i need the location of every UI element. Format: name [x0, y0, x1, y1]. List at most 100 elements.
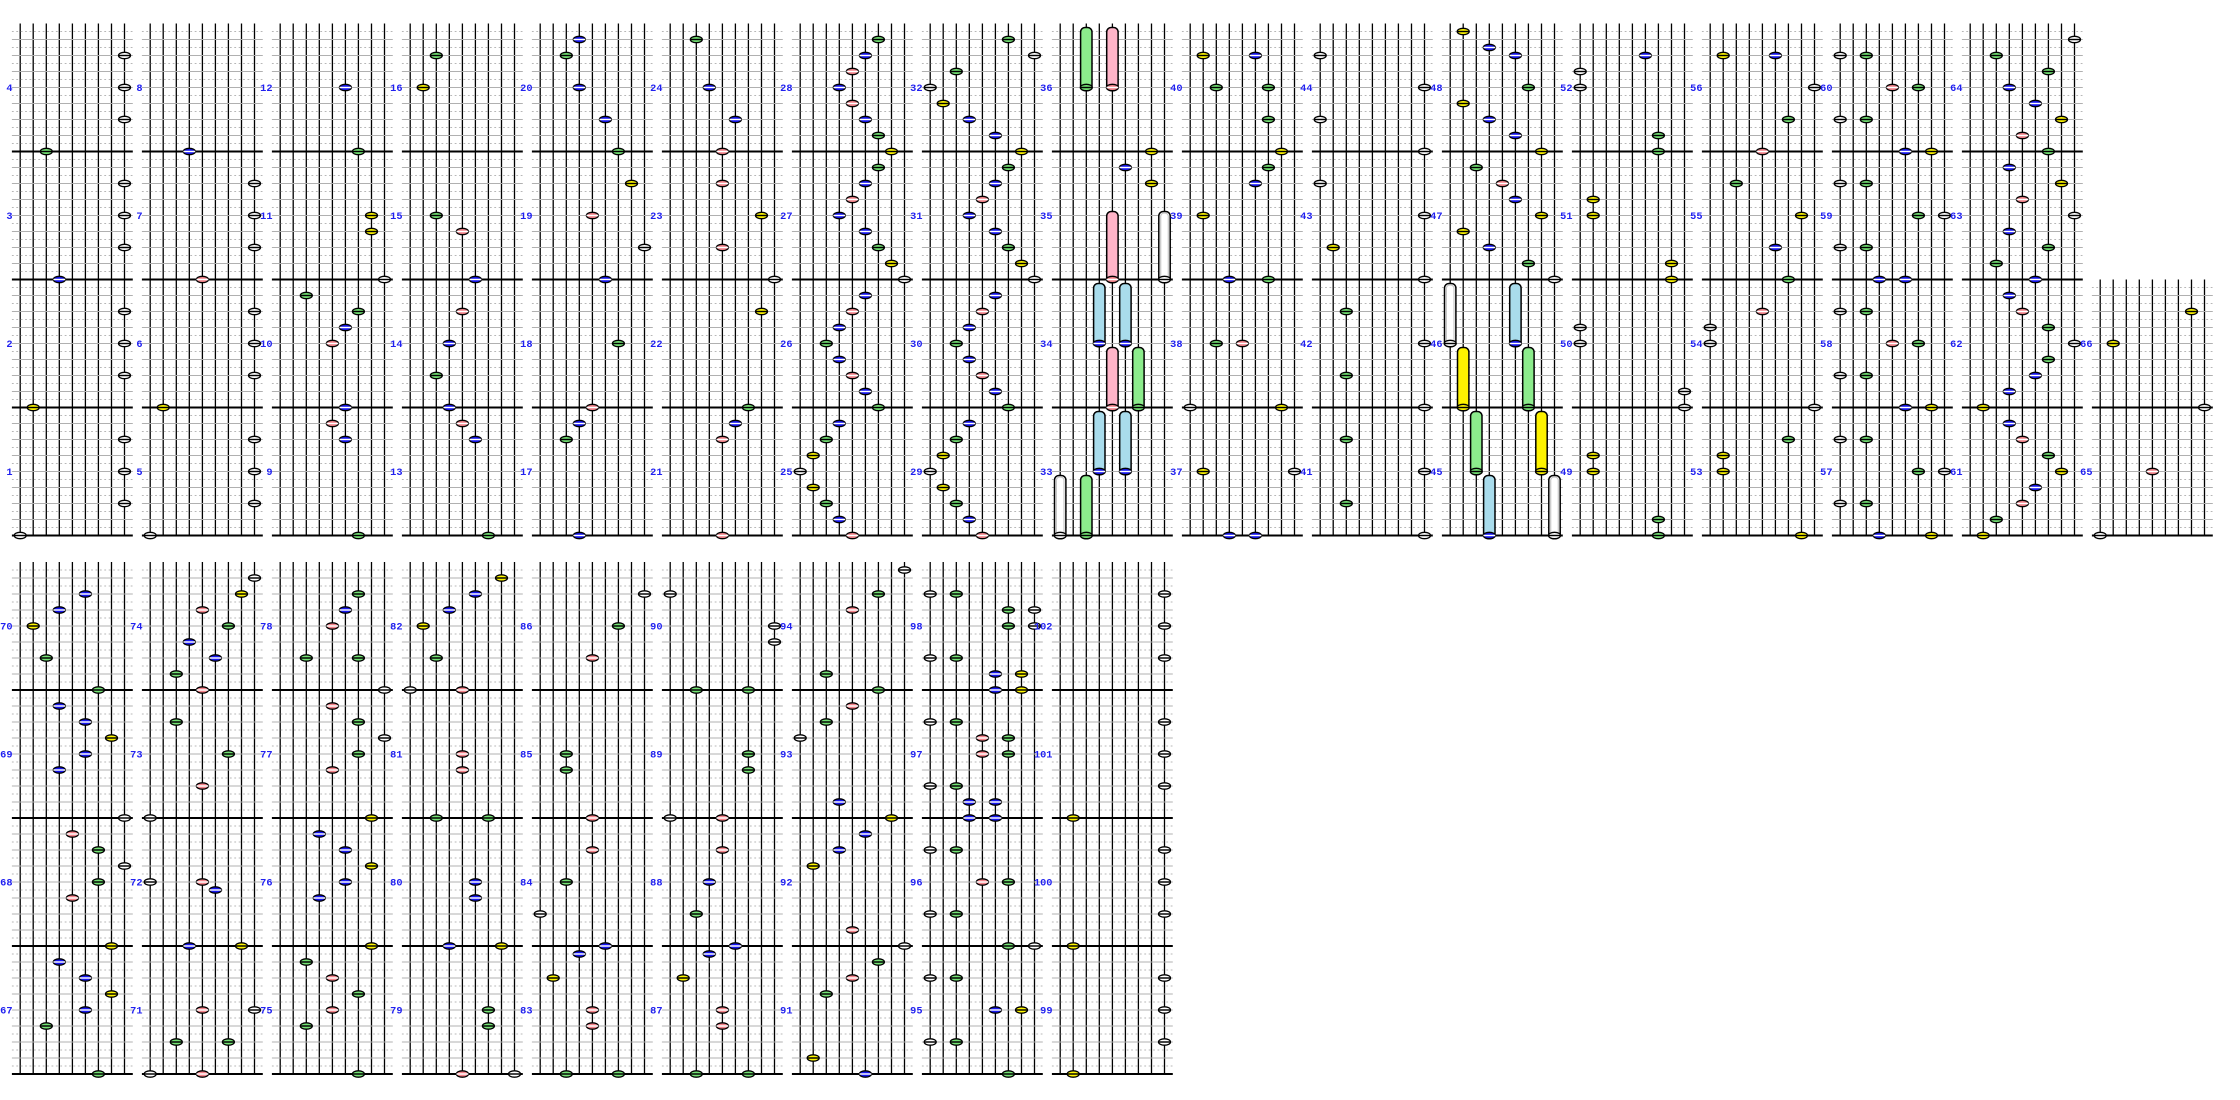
svg-text:25: 25 [780, 467, 792, 479]
svg-text:65: 65 [2080, 467, 2092, 479]
svg-text:81: 81 [390, 750, 402, 762]
svg-text:48: 48 [1430, 83, 1442, 95]
svg-text:96: 96 [910, 878, 922, 890]
svg-text:70: 70 [0, 622, 12, 634]
svg-text:6: 6 [136, 339, 142, 351]
svg-text:57: 57 [1820, 467, 1832, 479]
svg-text:83: 83 [520, 1006, 532, 1018]
svg-text:59: 59 [1820, 211, 1832, 223]
svg-text:50: 50 [1560, 339, 1572, 351]
svg-text:15: 15 [390, 211, 402, 223]
svg-text:82: 82 [390, 622, 402, 634]
svg-text:68: 68 [0, 878, 12, 890]
svg-text:20: 20 [520, 83, 532, 95]
svg-text:40: 40 [1170, 83, 1182, 95]
svg-text:3: 3 [6, 211, 12, 223]
svg-text:95: 95 [910, 1006, 922, 1018]
svg-text:64: 64 [1950, 83, 1962, 95]
svg-text:45: 45 [1430, 467, 1442, 479]
svg-text:33: 33 [1040, 467, 1052, 479]
svg-text:41: 41 [1300, 467, 1312, 479]
svg-text:52: 52 [1560, 83, 1572, 95]
svg-text:23: 23 [650, 211, 662, 223]
svg-text:16: 16 [390, 83, 402, 95]
svg-text:19: 19 [520, 211, 532, 223]
svg-text:62: 62 [1950, 339, 1962, 351]
svg-text:100: 100 [1034, 878, 1053, 890]
svg-text:69: 69 [0, 750, 12, 762]
svg-text:78: 78 [260, 622, 272, 634]
svg-text:97: 97 [910, 750, 922, 762]
svg-text:91: 91 [780, 1006, 792, 1018]
svg-text:56: 56 [1690, 83, 1702, 95]
svg-text:85: 85 [520, 750, 532, 762]
svg-text:43: 43 [1300, 211, 1312, 223]
svg-text:101: 101 [1034, 750, 1053, 762]
svg-text:92: 92 [780, 878, 792, 890]
svg-text:47: 47 [1430, 211, 1442, 223]
svg-text:2: 2 [6, 339, 12, 351]
svg-text:12: 12 [260, 83, 272, 95]
svg-text:18: 18 [520, 339, 532, 351]
svg-text:77: 77 [260, 750, 272, 762]
svg-text:99: 99 [1040, 1006, 1052, 1018]
svg-text:10: 10 [260, 339, 272, 351]
svg-text:93: 93 [780, 750, 792, 762]
svg-text:35: 35 [1040, 211, 1052, 223]
svg-text:88: 88 [650, 878, 662, 890]
svg-text:37: 37 [1170, 467, 1182, 479]
svg-text:42: 42 [1300, 339, 1312, 351]
svg-text:84: 84 [520, 878, 532, 890]
svg-text:54: 54 [1690, 339, 1702, 351]
svg-text:27: 27 [780, 211, 792, 223]
svg-text:71: 71 [130, 1006, 142, 1018]
svg-text:80: 80 [390, 878, 402, 890]
svg-text:8: 8 [136, 83, 142, 95]
svg-text:46: 46 [1430, 339, 1442, 351]
svg-text:31: 31 [910, 211, 922, 223]
svg-text:53: 53 [1690, 467, 1702, 479]
svg-text:79: 79 [390, 1006, 402, 1018]
svg-text:38: 38 [1170, 339, 1182, 351]
svg-text:28: 28 [780, 83, 792, 95]
svg-text:5: 5 [136, 467, 142, 479]
svg-text:55: 55 [1690, 211, 1702, 223]
svg-text:4: 4 [6, 83, 12, 95]
svg-text:60: 60 [1820, 83, 1832, 95]
svg-text:14: 14 [390, 339, 402, 351]
svg-text:63: 63 [1950, 211, 1962, 223]
svg-text:61: 61 [1950, 467, 1962, 479]
svg-text:30: 30 [910, 339, 922, 351]
svg-text:34: 34 [1040, 339, 1052, 351]
svg-text:39: 39 [1170, 211, 1182, 223]
svg-text:76: 76 [260, 878, 272, 890]
svg-text:58: 58 [1820, 339, 1832, 351]
svg-text:74: 74 [130, 622, 142, 634]
svg-text:26: 26 [780, 339, 792, 351]
svg-text:29: 29 [910, 467, 922, 479]
svg-text:73: 73 [130, 750, 142, 762]
svg-text:21: 21 [650, 467, 662, 479]
svg-text:7: 7 [136, 211, 142, 223]
svg-text:22: 22 [650, 339, 662, 351]
svg-text:89: 89 [650, 750, 662, 762]
svg-text:87: 87 [650, 1006, 662, 1018]
svg-text:1: 1 [6, 467, 12, 479]
svg-text:51: 51 [1560, 211, 1572, 223]
svg-text:94: 94 [780, 622, 792, 634]
svg-text:75: 75 [260, 1006, 272, 1018]
svg-text:90: 90 [650, 622, 662, 634]
svg-text:44: 44 [1300, 83, 1312, 95]
svg-text:32: 32 [910, 83, 922, 95]
svg-text:36: 36 [1040, 83, 1052, 95]
svg-text:24: 24 [650, 83, 662, 95]
svg-text:102: 102 [1034, 622, 1053, 634]
svg-text:49: 49 [1560, 467, 1572, 479]
svg-text:86: 86 [520, 622, 532, 634]
svg-text:66: 66 [2080, 339, 2092, 351]
svg-text:67: 67 [0, 1006, 12, 1018]
svg-text:98: 98 [910, 622, 922, 634]
svg-text:9: 9 [266, 467, 272, 479]
svg-text:13: 13 [390, 467, 402, 479]
svg-text:72: 72 [130, 878, 142, 890]
